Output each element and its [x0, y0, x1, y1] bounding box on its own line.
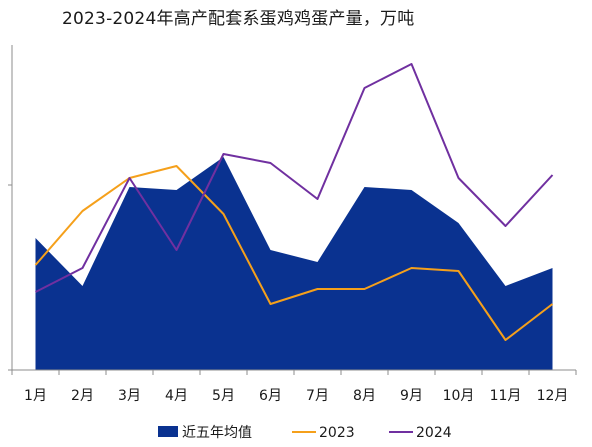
x-tick-label-9: 10月	[443, 388, 475, 404]
data-point-s2-9	[457, 177, 459, 179]
data-point-s1-1	[81, 210, 83, 212]
data-point-s0-7	[363, 186, 365, 188]
legend-item-0: 近五年均值	[158, 425, 252, 441]
data-point-s1-3	[175, 165, 177, 167]
data-point-s0-1	[81, 285, 83, 287]
x-tick-label-2: 3月	[118, 388, 141, 404]
data-point-s2-8	[410, 63, 412, 65]
data-point-s2-1	[81, 267, 83, 269]
data-point-s2-2	[128, 177, 130, 179]
data-point-s1-10	[504, 339, 506, 341]
data-point-s2-3	[175, 249, 177, 251]
data-point-s1-6	[316, 288, 318, 290]
data-point-s2-4	[222, 153, 224, 155]
legend-item-2: 2024	[389, 425, 452, 441]
chart-title: 2023-2024年高产配套系蛋鸡鸡蛋产量，万吨	[62, 9, 415, 29]
series-line-1	[34, 165, 554, 341]
data-point-s2-10	[504, 225, 506, 227]
x-tick-label-6: 7月	[306, 388, 329, 404]
data-point-s0-6	[316, 261, 318, 263]
data-point-s0-0	[34, 237, 36, 239]
series-area-0	[35, 157, 553, 370]
data-point-s1-8	[410, 267, 412, 269]
data-point-s1-5	[269, 303, 271, 305]
data-point-s0-4	[222, 156, 224, 158]
x-tick-label-10: 11月	[490, 388, 522, 404]
data-point-s0-5	[269, 249, 271, 251]
data-point-s2-11	[551, 174, 553, 176]
x-tick-label-0: 1月	[24, 388, 47, 404]
legend-label-0: 近五年均值	[182, 425, 252, 441]
data-point-s2-5	[269, 162, 271, 164]
legend-item-1: 2023	[292, 425, 355, 441]
x-tick-label-5: 6月	[259, 388, 282, 404]
x-tick-label-8: 9月	[400, 388, 423, 404]
data-point-s0-11	[551, 267, 553, 269]
x-tick-label-7: 8月	[353, 388, 376, 404]
legend-swatch-0	[158, 426, 178, 437]
data-point-s2-0	[34, 291, 36, 293]
data-point-s1-0	[34, 264, 36, 266]
data-point-s0-3	[175, 189, 177, 191]
data-point-s1-7	[363, 288, 365, 290]
x-tick-label-3: 4月	[165, 388, 188, 404]
series-line-2	[35, 63, 554, 293]
x-tick-label-4: 5月	[212, 388, 235, 404]
data-point-s0-9	[457, 222, 459, 224]
data-point-s1-4	[222, 213, 224, 215]
legend-label-1: 2023	[319, 425, 355, 441]
legend: 近五年均值 2023 2024	[158, 425, 452, 441]
data-point-s0-2	[128, 186, 130, 188]
data-point-s0-10	[504, 285, 506, 287]
legend-label-2: 2024	[416, 425, 452, 441]
x-tick-label-11: 12月	[537, 388, 569, 404]
data-point-s2-6	[316, 198, 318, 200]
plot-area	[34, 63, 554, 370]
axes	[8, 45, 577, 375]
data-point-s1-9	[457, 270, 459, 272]
data-point-s0-8	[410, 189, 412, 191]
data-point-s1-11	[551, 303, 553, 305]
x-tick-label-1: 2月	[71, 388, 94, 404]
data-point-s2-7	[363, 87, 365, 89]
x-tick-labels: 1月 2月 3月 4月 5月 6月 7月 8月 9月 10月 11月 12月	[24, 388, 568, 404]
